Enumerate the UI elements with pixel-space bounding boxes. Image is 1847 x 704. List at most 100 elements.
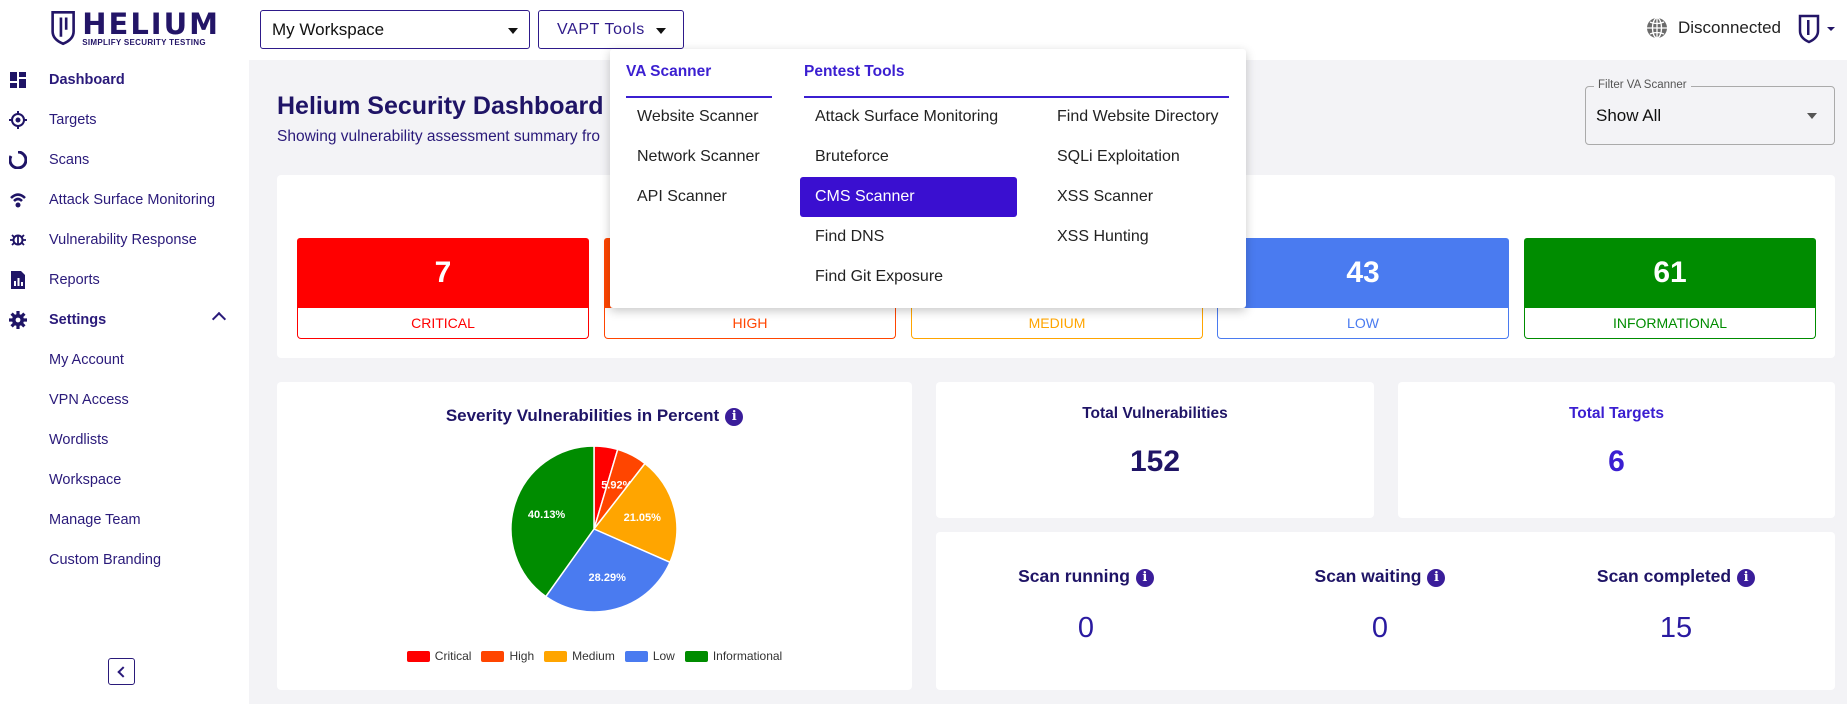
info-icon[interactable]: i (1135, 569, 1154, 587)
menu-item-network-scanner[interactable]: Network Scanner (637, 148, 760, 165)
page-subtitle: Showing vulnerability assessment summary… (277, 128, 601, 145)
severity-card-critical[interactable]: 7 CRITICAL (297, 238, 589, 339)
pie-slice-low[interactable] (544, 528, 671, 613)
chevron-up-icon (211, 311, 227, 327)
legend-item-high[interactable]: High (481, 649, 534, 663)
legend-item-low[interactable]: Low (624, 649, 675, 663)
sidebar-item-wordlists[interactable]: Wordlists (0, 420, 249, 460)
chevron-left-icon (117, 665, 129, 678)
scan-completed-title: Scan completed i (1526, 566, 1826, 587)
sidebar-item-vulnerability-response[interactable]: Vulnerability Response (0, 220, 249, 260)
va-scanner-header: VA Scanner (626, 63, 712, 80)
menu-item-find-git-exposure[interactable]: Find Git Exposure (815, 268, 944, 285)
total-targets-card[interactable]: Total Targets 6 (1398, 382, 1835, 518)
sidebar-item-label: Scans (49, 152, 90, 168)
menu-item-xss-hunting[interactable]: XSS Hunting (1057, 228, 1149, 245)
user-menu[interactable] (1797, 14, 1837, 49)
sidebar-item-label: Manage Team (49, 512, 141, 528)
menu-item-attack-surface-monitoring[interactable]: Attack Surface Monitoring (815, 108, 999, 125)
legend-label: Critical (434, 649, 472, 663)
total-vulnerabilities-label: Total Vulnerabilities (1082, 405, 1228, 422)
scan-running-title: Scan running i (936, 566, 1236, 587)
shield-logo-icon (51, 10, 75, 46)
workspace-select[interactable]: My Workspace (260, 10, 530, 49)
sidebar-item-settings[interactable]: Settings (0, 300, 249, 340)
vapt-tools-label: VAPT Tools (557, 20, 645, 38)
menu-item-xss-scanner[interactable]: XSS Scanner (1057, 188, 1154, 205)
menu-item-find-website-directory[interactable]: Find Website Directory (1057, 108, 1219, 125)
sidebar-item-workspace[interactable]: Workspace (0, 460, 249, 500)
info-icon[interactable]: i (1737, 569, 1756, 587)
sidebar-item-label: Targets (49, 112, 97, 128)
top-bar: HELIUM SIMPLIFY SECURITY TESTING My Work… (0, 0, 1847, 60)
scan-running-value: 0 (1077, 612, 1095, 644)
total-targets-value: 6 (1608, 445, 1625, 478)
sidebar-item-label: Workspace (49, 472, 122, 488)
connection-status-text: Disconnected (1678, 18, 1782, 37)
vapt-tools-button[interactable]: VAPT Tools (538, 10, 684, 49)
severity-label: LOW (1217, 308, 1509, 339)
sidebar-item-custom-branding[interactable]: Custom Branding (0, 540, 249, 580)
user-shield-icon (1798, 14, 1835, 44)
info-icon[interactable]: i (1427, 569, 1446, 587)
scan-status-card: Scan running i 0 Scan waiting i 0 Scan com… (936, 532, 1835, 690)
sidebar-item-my-account[interactable]: My Account (0, 340, 249, 380)
severity-card-low[interactable]: 43 LOW (1217, 238, 1509, 339)
page-title: Helium Security Dashboard (277, 92, 604, 120)
legend-swatch (684, 650, 708, 662)
pie-chart-title-row: Severity Vulnerabilities in Percent i (277, 406, 912, 426)
filter-label: Filter VA Scanner (1594, 79, 1691, 91)
pie-slice-informational[interactable] (510, 445, 595, 598)
scans-icon (9, 151, 27, 169)
severity-label: HIGH (604, 308, 896, 339)
severity-card-informational[interactable]: 61 INFORMATIONAL (1524, 238, 1816, 339)
scan-completed-value: 15 (1659, 612, 1693, 644)
helium-logo[interactable]: HELIUM SIMPLIFY SECURITY TESTING (50, 6, 220, 50)
sidebar-item-reports[interactable]: Reports (0, 260, 249, 300)
menu-item-website-scanner[interactable]: Website Scanner (637, 108, 759, 125)
legend-item-informational[interactable]: Informational (684, 649, 782, 663)
legend-item-critical[interactable]: Critical (406, 649, 472, 663)
menu-item-bruteforce[interactable]: Bruteforce (815, 148, 889, 165)
sidebar-item-label: VPN Access (49, 392, 129, 408)
menu-item-cms-scanner[interactable]: CMS Scanner (800, 177, 1017, 217)
caret-down-icon (1807, 113, 1817, 119)
total-targets-label: Total Targets (1568, 405, 1665, 422)
legend-item-medium[interactable]: Medium (544, 649, 615, 663)
filter-value: Show All (1596, 106, 1662, 125)
menu-item-api-scanner[interactable]: API Scanner (637, 188, 727, 205)
scan-waiting-title: Scan waiting i (1230, 566, 1530, 587)
target-icon (9, 111, 27, 129)
sidebar-item-label: My Account (49, 352, 124, 368)
info-icon[interactable]: i (725, 408, 744, 426)
sidebar-item-label: Vulnerability Response (49, 232, 197, 248)
severity-count: 7 (297, 238, 589, 308)
globe-icon (1647, 17, 1667, 39)
vpn-connection-status[interactable]: Disconnected (1646, 17, 1781, 39)
collapse-sidebar-button[interactable] (108, 658, 135, 685)
pie-chart-title: Severity Vulnerabilities in Percent (445, 406, 720, 425)
sidebar-item-attack-surface-monitoring[interactable]: Attack Surface Monitoring (0, 180, 249, 220)
sidebar-item-dashboard[interactable]: Dashboard (0, 60, 249, 100)
sidebar-item-targets[interactable]: Targets (0, 100, 249, 140)
legend-label: Low (652, 649, 675, 663)
menu-item-find-dns[interactable]: Find DNS (815, 228, 885, 245)
sidebar-item-label: Settings (49, 312, 107, 328)
legend-swatch (624, 650, 648, 662)
vapt-tools-menu: VA Scanner Website Scanner Network Scann… (610, 49, 1246, 308)
sidebar-item-label: Custom Branding (49, 552, 162, 568)
sidebar-item-vpn-access[interactable]: VPN Access (0, 380, 249, 420)
sidebar: Dashboard Targets Scans Attack Surface M… (0, 60, 249, 704)
severity-pie-chart: 5.92%21.05%28.29%40.13% (510, 445, 678, 613)
pie-slice-label: 28.29% (589, 572, 627, 584)
menu-item-sqli-exploitation[interactable]: SQLi Exploitation (1057, 148, 1180, 165)
sidebar-item-manage-team[interactable]: Manage Team (0, 500, 249, 540)
scan-waiting-label: Scan waiting (1314, 566, 1422, 586)
sidebar-item-label: Dashboard (49, 72, 125, 88)
pentest-tools-divider (804, 96, 1229, 98)
scan-completed-label: Scan completed (1596, 566, 1732, 586)
sidebar-item-scans[interactable]: Scans (0, 140, 249, 180)
severity-label: INFORMATIONAL (1524, 308, 1816, 339)
filter-va-scanner-select[interactable]: Filter VA Scanner Show All (1585, 79, 1835, 145)
va-scanner-divider (626, 96, 772, 98)
